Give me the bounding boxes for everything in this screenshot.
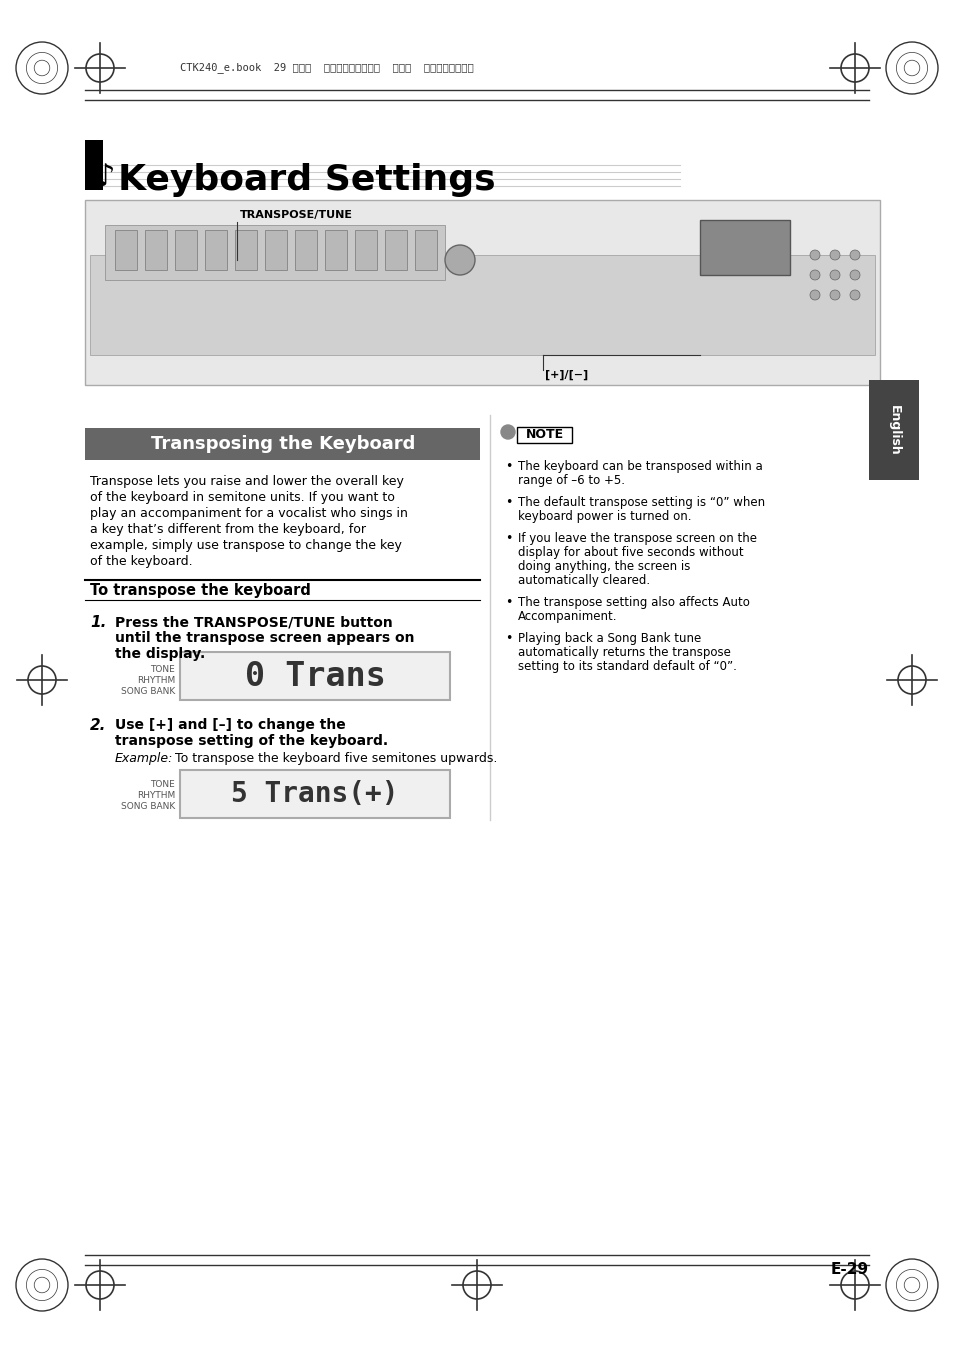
Text: example, simply use transpose to change the key: example, simply use transpose to change … [90, 539, 401, 551]
Text: If you leave the transpose screen on the: If you leave the transpose screen on the [517, 532, 757, 545]
Text: Example:: Example: [115, 752, 173, 766]
Text: •: • [504, 532, 512, 545]
Text: To transpose the keyboard five semitones upwards.: To transpose the keyboard five semitones… [174, 752, 497, 766]
Circle shape [809, 249, 820, 260]
Circle shape [849, 249, 859, 260]
Text: ♪: ♪ [95, 163, 114, 193]
Text: •: • [504, 632, 512, 644]
Bar [180, 770, 450, 818]
Circle shape [809, 270, 820, 280]
Text: 5 Trans(+): 5 Trans(+) [231, 780, 398, 807]
Bar [325, 231, 347, 270]
Text: English: English [886, 404, 900, 456]
Circle shape [444, 245, 475, 275]
Text: keyboard power is turned on.: keyboard power is turned on. [517, 510, 691, 523]
Text: display for about five seconds without: display for about five seconds without [517, 546, 742, 559]
Text: The default transpose setting is “0” when: The default transpose setting is “0” whe… [517, 496, 764, 510]
Bar [700, 220, 789, 275]
Text: Press the TRANSPOSE/TUNE button: Press the TRANSPOSE/TUNE button [115, 615, 393, 630]
Bar [294, 231, 316, 270]
Bar [145, 231, 167, 270]
Text: TONE: TONE [150, 665, 174, 674]
Text: 2.: 2. [90, 718, 107, 733]
Bar [85, 200, 879, 386]
Text: •: • [504, 596, 512, 609]
Text: TONE: TONE [150, 780, 174, 789]
Text: of the keyboard.: of the keyboard. [90, 555, 193, 568]
Text: Playing back a Song Bank tune: Playing back a Song Bank tune [517, 632, 700, 644]
Bar [868, 380, 918, 480]
Bar [415, 231, 436, 270]
Text: Transpose lets you raise and lower the overall key: Transpose lets you raise and lower the o… [90, 474, 403, 488]
Circle shape [849, 290, 859, 301]
Circle shape [500, 425, 515, 439]
Text: of the keyboard in semitone units. If you want to: of the keyboard in semitone units. If yo… [90, 491, 395, 504]
Text: transpose setting of the keyboard.: transpose setting of the keyboard. [115, 735, 388, 748]
Text: RHYTHM: RHYTHM [136, 675, 174, 685]
Text: TRANSPOSE/TUNE: TRANSPOSE/TUNE [240, 210, 353, 220]
Bar [517, 427, 572, 443]
Text: SONG BANK: SONG BANK [121, 802, 174, 811]
Text: range of –6 to +5.: range of –6 to +5. [517, 474, 624, 487]
Text: •: • [504, 496, 512, 510]
Text: To transpose the keyboard: To transpose the keyboard [90, 582, 311, 599]
Text: setting to its standard default of “0”.: setting to its standard default of “0”. [517, 661, 736, 673]
Text: [+]/[−]: [+]/[−] [544, 369, 588, 380]
Text: CTK240_e.book  29 ページ  ２０１０年２月１日  月曜日  午前１１時５５分: CTK240_e.book 29 ページ ２０１０年２月１日 月曜日 午前１１時… [180, 62, 474, 73]
Text: Accompaniment.: Accompaniment. [517, 611, 617, 623]
Bar [115, 231, 137, 270]
Text: Use [+] and [–] to change the: Use [+] and [–] to change the [115, 718, 345, 732]
Text: NOTE: NOTE [525, 429, 563, 442]
Text: a key that’s different from the keyboard, for: a key that’s different from the keyboard… [90, 523, 366, 537]
Text: the display.: the display. [115, 647, 205, 661]
Text: SONG BANK: SONG BANK [121, 687, 174, 696]
Bar [85, 140, 103, 190]
Circle shape [829, 249, 840, 260]
Bar [90, 255, 874, 355]
Bar [234, 231, 256, 270]
Bar [105, 225, 444, 280]
Circle shape [849, 270, 859, 280]
Text: E-29: E-29 [830, 1263, 868, 1278]
Text: doing anything, the screen is: doing anything, the screen is [517, 559, 690, 573]
Bar [85, 429, 479, 460]
Text: until the transpose screen appears on: until the transpose screen appears on [115, 631, 414, 644]
Text: play an accompaniment for a vocalist who sings in: play an accompaniment for a vocalist who… [90, 507, 408, 520]
Text: Transposing the Keyboard: Transposing the Keyboard [151, 435, 415, 453]
Circle shape [809, 290, 820, 301]
Bar [355, 231, 376, 270]
Bar [265, 231, 287, 270]
Text: automatically cleared.: automatically cleared. [517, 574, 649, 586]
Text: The transpose setting also affects Auto: The transpose setting also affects Auto [517, 596, 749, 609]
Bar [180, 652, 450, 700]
Text: 0 Trans: 0 Trans [244, 659, 385, 693]
Text: The keyboard can be transposed within a: The keyboard can be transposed within a [517, 460, 762, 473]
Text: Keyboard Settings: Keyboard Settings [118, 163, 496, 197]
Text: RHYTHM: RHYTHM [136, 791, 174, 799]
Bar [385, 231, 407, 270]
Text: 1.: 1. [90, 615, 107, 630]
Circle shape [829, 270, 840, 280]
Circle shape [829, 290, 840, 301]
Bar [205, 231, 227, 270]
Text: •: • [504, 460, 512, 473]
Text: automatically returns the transpose: automatically returns the transpose [517, 646, 730, 659]
Bar [174, 231, 196, 270]
